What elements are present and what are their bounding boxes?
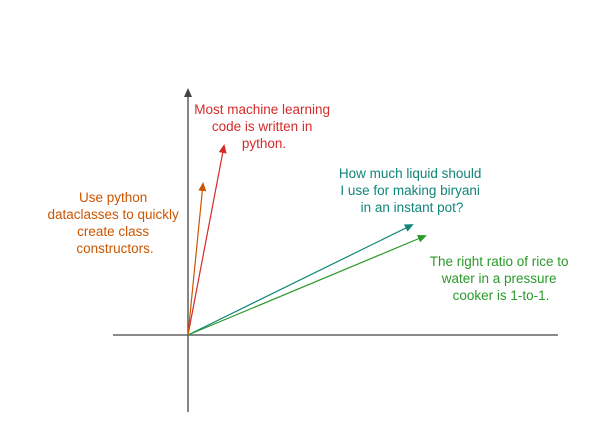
- label-line: dataclasses to quickly: [47, 207, 179, 222]
- label-biryani: How much liquid should I use for making …: [339, 166, 485, 215]
- label-dataclasses: Use python dataclasses to quickly create…: [47, 190, 182, 256]
- vector-arrow-green: [187, 235, 427, 336]
- label-line: water in a pressure: [441, 271, 557, 286]
- label-rice-ratio: The right ratio of rice to water in a pr…: [430, 254, 573, 303]
- label-line: How much liquid should: [339, 166, 482, 181]
- label-line: The right ratio of rice to: [430, 254, 569, 269]
- label-line: constructors.: [76, 241, 153, 256]
- label-line: code is written in: [212, 119, 313, 134]
- label-line: python.: [242, 136, 286, 151]
- vector-arrow-orange: [187, 182, 207, 336]
- label-line: I use for making biryani: [340, 183, 480, 198]
- label-line: Use python: [79, 190, 147, 205]
- label-line: cooker is 1-to-1.: [453, 288, 550, 303]
- vector-arrow-red: [187, 144, 227, 336]
- vector-arrow-teal: [187, 224, 414, 336]
- label-ml-python: Most machine learning code is written in…: [194, 102, 334, 151]
- label-line: Most machine learning: [194, 102, 330, 117]
- label-line: create class: [77, 224, 149, 239]
- label-line: in an instant pot?: [361, 200, 464, 215]
